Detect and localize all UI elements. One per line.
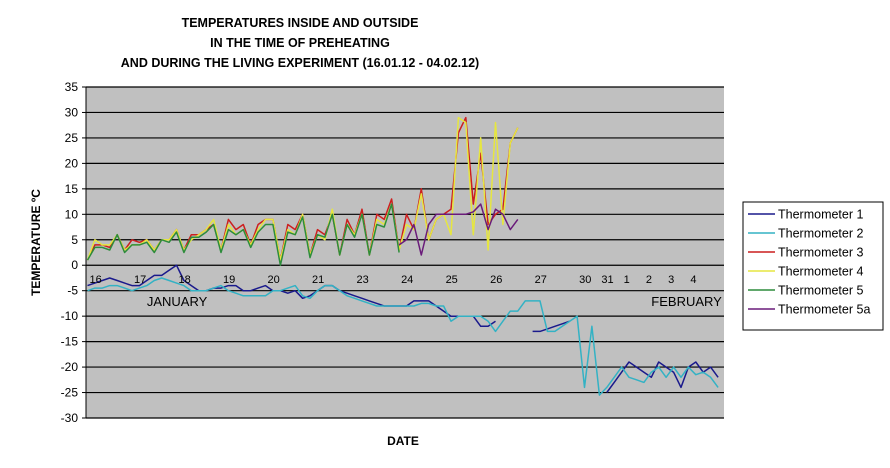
- date-label: 2: [646, 274, 652, 286]
- date-label: 21: [312, 274, 324, 286]
- y-tick-label: 0: [71, 258, 78, 272]
- plot-area: [86, 87, 724, 418]
- y-tick-label: -25: [61, 386, 79, 400]
- month-labels: JANUARY FEBRUARY: [147, 294, 722, 309]
- legend-label: Thermometer 5a: [778, 303, 870, 317]
- series-line: [398, 203, 519, 256]
- legend-item: Thermometer 2: [748, 227, 863, 241]
- date-labels: 16 17 18 19 20 21 23 24 25 26 27 30 31 1 2 3 4: [89, 274, 696, 286]
- legend-label: Thermometer 3: [778, 246, 863, 260]
- y-tick-label: -15: [61, 335, 79, 349]
- series-lines: [86, 116, 719, 396]
- chart-title-line-2: IN THE TIME OF PREHEATING: [210, 36, 390, 50]
- legend-label: Thermometer 5: [778, 284, 863, 298]
- y-tick-label: -10: [61, 309, 79, 323]
- y-tick-label: -5: [67, 284, 78, 298]
- date-label: 31: [601, 274, 613, 286]
- series-thermometer-5: [86, 203, 400, 266]
- legend-item: Thermometer 4: [748, 265, 863, 279]
- y-tick-label: 5: [71, 233, 78, 247]
- date-label: 23: [357, 274, 369, 286]
- y-tick-label: 15: [65, 182, 79, 196]
- date-label: 30: [579, 274, 591, 286]
- y-tick-label: -20: [61, 360, 79, 374]
- date-label: 3: [668, 274, 674, 286]
- date-label: 26: [490, 274, 502, 286]
- legend-item: Thermometer 1: [748, 208, 863, 222]
- y-axis-ticks: -30 -25 -20 -15 -10 -5 0 5 10 15 20 25 30 35: [61, 80, 86, 425]
- date-label: 24: [401, 274, 413, 286]
- series-line: [87, 264, 496, 328]
- date-label: 18: [179, 274, 191, 286]
- date-label: 4: [690, 274, 696, 286]
- legend-label: Thermometer 1: [778, 208, 863, 222]
- legend-item: Thermometer 5a: [748, 303, 870, 317]
- chart-title-line-3: AND DURING THE LIVING EXPERIMENT (16.01.…: [121, 56, 479, 70]
- series-line: [86, 203, 400, 266]
- series-thermometer-1: [87, 264, 719, 393]
- date-label: 16: [89, 274, 101, 286]
- y-tick-label: 10: [65, 207, 79, 221]
- series-line: [532, 320, 570, 333]
- date-label: 20: [268, 274, 280, 286]
- legend-label: Thermometer 2: [778, 227, 863, 241]
- y-tick-label: 35: [65, 80, 79, 94]
- chart-title: TEMPERATURES INSIDE AND OUTSIDE IN THE T…: [121, 16, 479, 70]
- y-tick-label: 30: [65, 105, 79, 119]
- month-label: FEBRUARY: [651, 294, 722, 309]
- series-line: [606, 361, 719, 393]
- y-tick-label: -30: [61, 411, 79, 425]
- date-label: 1: [624, 274, 630, 286]
- legend-item: Thermometer 3: [748, 246, 863, 260]
- date-label: 19: [223, 274, 235, 286]
- series-thermometer-2: [87, 277, 719, 396]
- series-line: [87, 277, 719, 396]
- series-thermometer-5a: [398, 203, 519, 256]
- date-label: 25: [446, 274, 458, 286]
- legend-label: Thermometer 4: [778, 265, 863, 279]
- legend: Thermometer 1 Thermometer 2 Thermometer 3 T…: [742, 201, 884, 331]
- month-label: JANUARY: [147, 294, 208, 309]
- x-axis-title: DATE: [387, 434, 419, 448]
- date-label: 17: [134, 274, 146, 286]
- chart-title-line-1: TEMPERATURES INSIDE AND OUTSIDE: [182, 16, 419, 30]
- y-axis-title: TEMPERATURE ºC: [29, 189, 43, 296]
- legend-item: Thermometer 5: [748, 284, 863, 298]
- date-label: 27: [535, 274, 547, 286]
- y-tick-label: 20: [65, 156, 79, 170]
- y-tick-label: 25: [65, 131, 79, 145]
